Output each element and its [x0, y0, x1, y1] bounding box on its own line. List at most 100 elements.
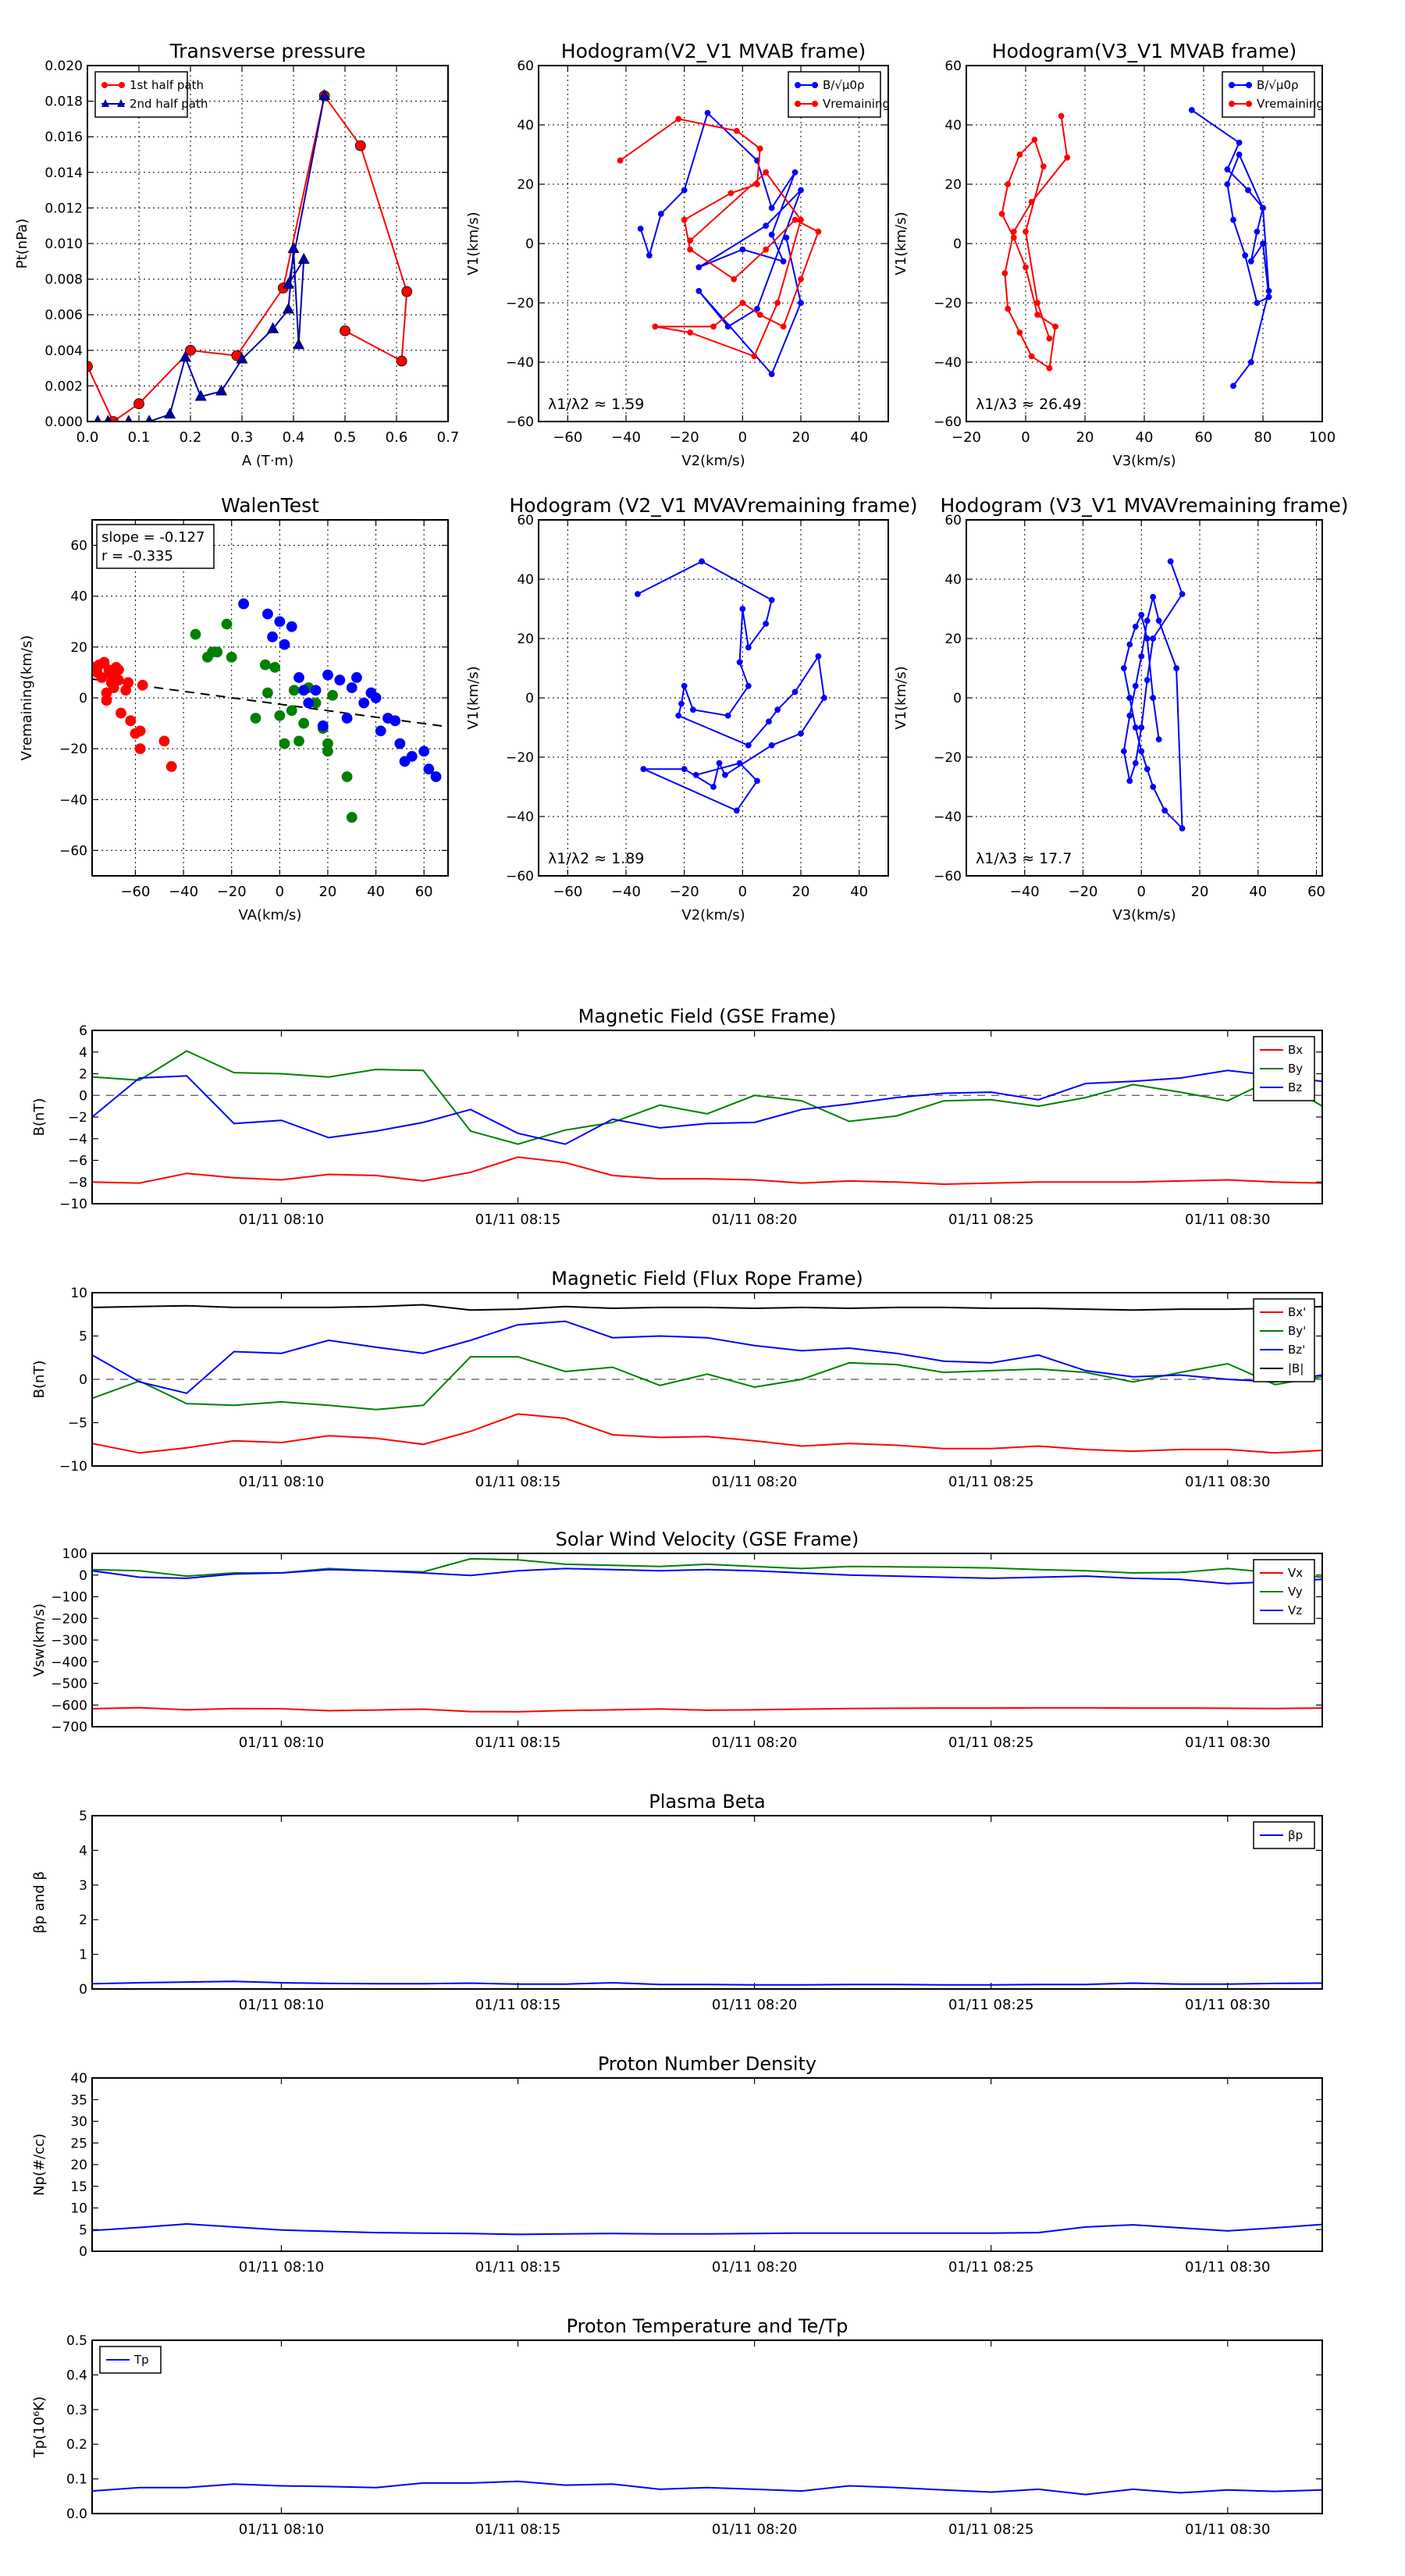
legend-label: Tp	[133, 2353, 149, 2367]
y-tick-label: −500	[51, 1677, 87, 1692]
y-tick-label: 0	[79, 691, 87, 706]
data-point	[695, 287, 702, 294]
plot-frame	[91, 1292, 1323, 1467]
data-point	[1224, 181, 1231, 187]
plot-area	[92, 1557, 1322, 1713]
data-point	[1179, 591, 1186, 597]
x-tick-label: 01/11 08:15	[475, 1735, 560, 1751]
data-point	[635, 591, 641, 597]
plot-area	[92, 2480, 1322, 2496]
chart-title: Hodogram(V2_V1 MVAB frame)	[561, 40, 866, 62]
data-point	[406, 751, 418, 762]
y-tick-label: 20	[517, 177, 534, 193]
data-point	[678, 700, 685, 707]
y-tick-label: 35	[70, 2093, 87, 2108]
stats-legend: slope = -0.127 r = -0.335	[96, 524, 215, 569]
data-point	[351, 672, 362, 683]
data-point	[1173, 665, 1180, 671]
data-point	[1138, 653, 1145, 660]
y-tick-label: 0.012	[44, 201, 83, 216]
y-tick-label: 0	[525, 691, 534, 706]
x-tick-label: 40	[367, 884, 385, 900]
y-tick-label: −40	[934, 809, 962, 825]
x-axis-label: V2(km/s)	[681, 907, 745, 923]
data-point	[1265, 287, 1272, 294]
data-point	[1236, 139, 1243, 146]
chart-panel-4: Hodogram (V2_V1 MVAVremaining frame) −60 −…	[465, 494, 918, 923]
data-point	[112, 674, 124, 686]
y-axis-label: V1(km/s)	[465, 212, 482, 275]
chart-panel-5: Hodogram (V3_V1 MVAVremaining frame) −40 −…	[893, 494, 1349, 923]
data-point	[798, 216, 804, 223]
y-tick-label: 0.010	[44, 237, 83, 252]
data-point	[745, 682, 752, 689]
data-point	[262, 608, 273, 620]
x-tick-label: 01/11 08:10	[239, 2259, 324, 2275]
data-point	[1150, 695, 1157, 701]
chart-title: Hodogram(V3_V1 MVAB frame)	[992, 40, 1297, 62]
data-point	[418, 745, 430, 757]
data-point	[286, 621, 297, 632]
data-point	[722, 771, 728, 778]
legend-label: By'	[1288, 1324, 1306, 1338]
legend-marker	[1246, 82, 1252, 88]
legend-label: Vz	[1288, 1603, 1302, 1617]
data-point	[1167, 558, 1174, 565]
data-point	[423, 763, 435, 775]
data-point	[692, 771, 699, 778]
data-point	[768, 205, 775, 212]
plot-area	[617, 109, 822, 378]
y-tick-label: 0.004	[44, 343, 83, 359]
y-tick-label: 0.1	[66, 2472, 87, 2488]
x-tick-label: 01/11 08:30	[1185, 1474, 1270, 1490]
chart-panel-1: Hodogram(V2_V1 MVAB frame) −60 −40 −20 0 20 40…	[465, 40, 890, 469]
series-line-0	[92, 1156, 1322, 1186]
y-axis-label: Tp(10⁶K)	[31, 2396, 48, 2458]
legend-label: Vx	[1288, 1566, 1303, 1580]
data-point	[226, 651, 237, 663]
data-point	[710, 323, 717, 330]
data-point	[185, 344, 196, 356]
x-tick-label: 01/11 08:10	[239, 1212, 324, 1228]
y-tick-label: 0.006	[44, 308, 83, 323]
data-point	[763, 222, 770, 229]
legend-label: Bx'	[1288, 1305, 1306, 1319]
data-point	[1138, 724, 1145, 731]
data-point	[768, 371, 775, 378]
x-tick-label: −20	[951, 429, 981, 446]
data-point	[1132, 682, 1139, 689]
x-tick-label: 0	[276, 884, 284, 900]
data-point	[815, 228, 822, 235]
y-tick-label: −40	[934, 355, 962, 371]
x-tick-label: −40	[611, 429, 641, 446]
x-tick-label: 01/11 08:25	[948, 2259, 1033, 2275]
x-axis-label: V2(km/s)	[681, 453, 745, 469]
data-point	[652, 323, 659, 330]
y-tick-label: 60	[517, 59, 534, 74]
y-tick-label: 40	[944, 572, 962, 588]
y-tick-label: −300	[51, 1633, 87, 1649]
data-point	[1144, 617, 1151, 624]
data-point	[681, 216, 688, 223]
chart-panel-0: Transverse pressure 0.0 0.1 0.2 0.3 0.4 0.5 0.6…	[14, 40, 459, 469]
chart-panel-7: Magnetic Field (Flux Rope Frame) 01/11 08…	[31, 1268, 1323, 1490]
series-line-0	[1191, 109, 1270, 386]
stats-line: slope = -0.127	[101, 529, 205, 546]
plot-area	[92, 1980, 1322, 1986]
data-point	[190, 628, 201, 640]
x-tick-label: 0	[1021, 429, 1030, 446]
data-point	[736, 760, 743, 767]
x-tick-label: 01/11 08:20	[712, 2259, 797, 2275]
data-point	[1001, 270, 1008, 276]
plot-area	[1120, 558, 1186, 832]
series-line-0	[92, 1413, 1322, 1454]
y-tick-label: −20	[934, 296, 962, 311]
data-point	[286, 705, 297, 717]
x-tick-label: −40	[1010, 884, 1040, 900]
x-tick-label: 0.2	[180, 429, 202, 446]
data-point	[1254, 300, 1261, 306]
y-tick-label: −10	[59, 1459, 87, 1475]
y-tick-label: −400	[51, 1655, 87, 1670]
x-tick-label: 01/11 08:15	[475, 1997, 560, 2013]
data-point	[1126, 712, 1133, 719]
